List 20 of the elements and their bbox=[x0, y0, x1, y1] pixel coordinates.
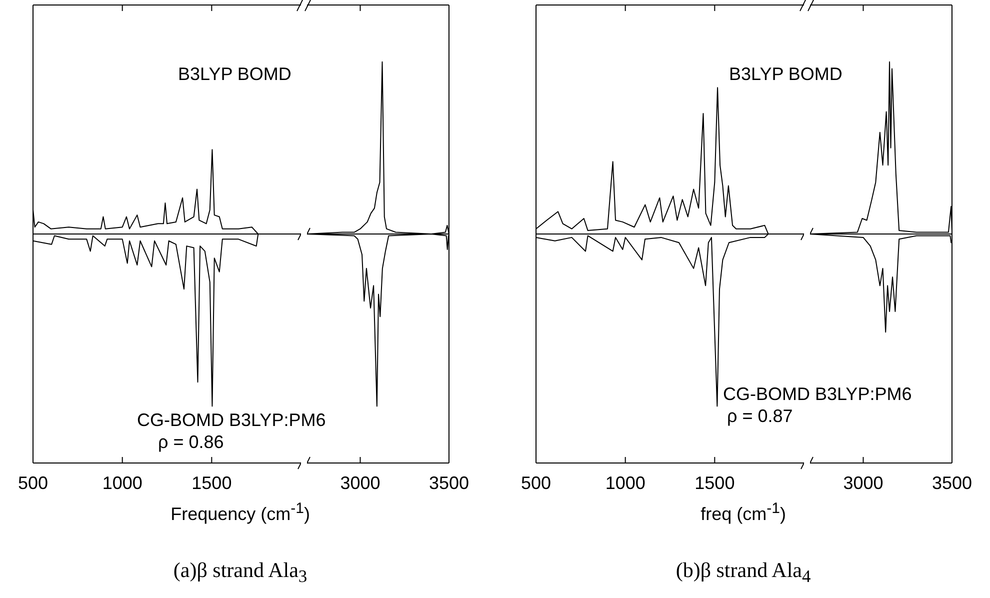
text: ρ = 0.86 bbox=[158, 432, 224, 453]
annotation: CG-BOMD B3LYP:PM6 bbox=[723, 384, 912, 405]
x-tick-label: 3500 bbox=[428, 472, 469, 493]
x-tick-label: 1000 bbox=[102, 472, 142, 493]
x-tick-label: 500 bbox=[520, 472, 552, 493]
annotation: B3LYP BOMD bbox=[729, 64, 842, 85]
x-tick-label: 3000 bbox=[843, 472, 884, 493]
text: (a)β strand Ala$_{3}$ bbox=[172, 558, 308, 588]
x-tick-label: 3500 bbox=[932, 472, 972, 493]
x-axis-title: Frequency (cm$^{-1}$) bbox=[170, 500, 311, 525]
x-tick-label: 1000 bbox=[605, 472, 646, 493]
x-tick-label: 500 bbox=[18, 472, 48, 493]
text: CG-BOMD B3LYP:PM6 bbox=[137, 410, 326, 431]
text: B3LYP BOMD bbox=[178, 64, 292, 85]
text: (b)β strand Ala$_{4}$ bbox=[674, 558, 812, 588]
annotation: ρ = 0.87 bbox=[727, 406, 793, 427]
x-tick-label: 1500 bbox=[192, 472, 232, 493]
x-tick-label: 1500 bbox=[694, 472, 735, 493]
x-tick-label: 3000 bbox=[340, 472, 380, 493]
x-axis-title: freq (cm$^{-1}$) bbox=[700, 500, 787, 525]
